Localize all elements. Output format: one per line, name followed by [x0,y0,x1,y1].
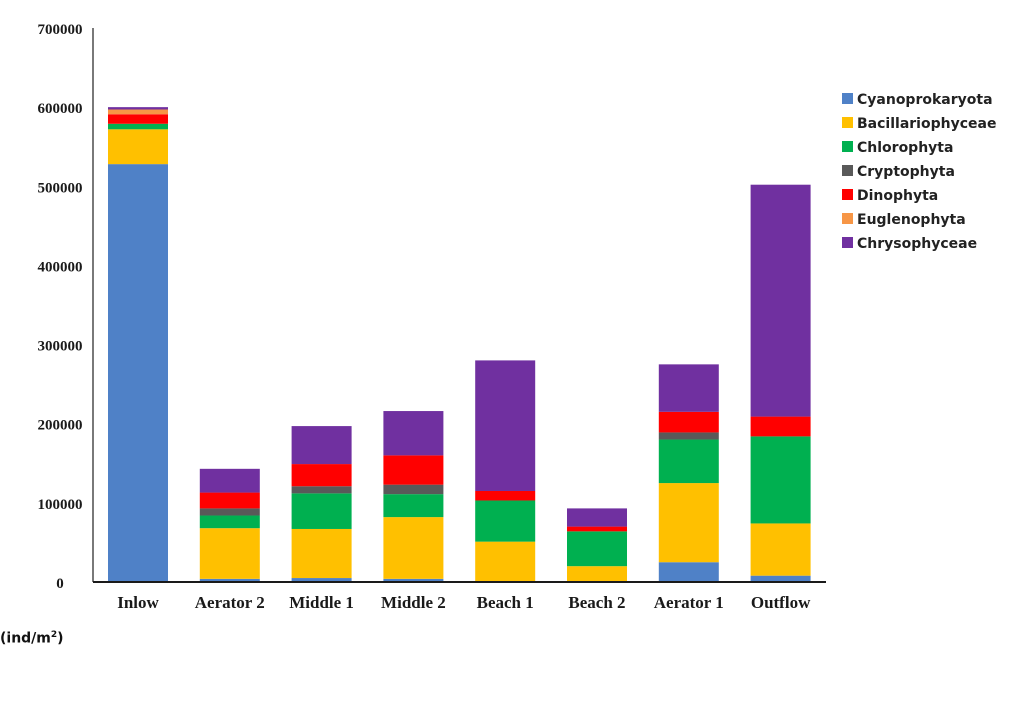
bar-segment [567,508,627,527]
bar-segment [108,107,168,110]
bar-segment [658,411,719,433]
bar-segment [383,484,444,495]
bar-segment [750,575,811,582]
bar-segment [108,123,168,130]
bar-segment [567,531,627,567]
bar-segment [475,490,536,501]
unit-label-text: (ind/m [0,630,51,647]
x-category-label: Middle 1 [289,593,354,612]
y-tick-label: 600000 [38,101,83,117]
bar-segment [291,578,352,582]
bar-segment [291,528,352,579]
legend-swatch [842,165,853,176]
x-category-label: Beach 2 [568,593,625,612]
bar-segment [658,439,719,484]
bar-segment [108,109,168,115]
legend: Cyanoprokaryota Bacillariophyceae Chloroph… [842,92,996,252]
legend-swatch [842,237,853,248]
bar-segment [658,364,719,412]
bar-segment [108,114,168,124]
bar-segment [199,508,260,516]
bar-segment [567,526,627,532]
unit-label: (ind/m2) [0,630,64,647]
legend-label: Chrysophyceae [857,236,977,252]
bar-segment [750,523,811,576]
legend-swatch [842,213,853,224]
bar-segment [658,483,719,563]
x-category-label: Inlow [117,593,159,612]
bar-segment [750,436,811,524]
bar-segment [291,464,352,487]
unit-label-close: ) [57,630,64,647]
y-tick-label: 100000 [38,497,83,513]
x-category-label: Beach 1 [477,593,534,612]
bar-segment [199,528,260,579]
legend-label: Chlorophyta [857,140,953,156]
legend-label: Cyanoprokaryota [857,92,993,108]
bar-segment [750,416,811,437]
bar-segment [291,486,352,494]
bar-segment [108,164,168,582]
bar-segment [475,541,536,582]
bars-layer [108,107,811,582]
bar-segment [567,566,627,582]
bar-segment [383,494,444,518]
legend-swatch [842,141,853,152]
bar-segment [475,500,536,542]
legend-label: Bacillariophyceae [857,116,996,132]
x-category-label: Middle 2 [381,593,446,612]
bar-segment [291,426,352,465]
legend-swatch [842,93,853,104]
bar-segment [383,455,444,485]
x-category-label: Aerator 2 [195,593,265,612]
x-category-label: Aerator 1 [654,593,724,612]
bar-segment [658,432,719,440]
y-tick-label: 500000 [38,180,83,196]
x-category-label: Outflow [751,593,811,612]
y-tick-label: 200000 [38,418,83,434]
legend-label: Cryptophyta [857,164,955,180]
bar-segment [658,562,719,582]
bar-segment [383,578,444,582]
bar-segment [199,468,260,493]
bar-segment [383,517,444,579]
legend-swatch [842,189,853,200]
bar-segment [291,493,352,529]
y-tick-labels: 0 100000 200000 300000 400000 500000 600000 700… [38,22,83,592]
bar-segment [383,411,444,456]
bar-segment [475,360,536,491]
unit-label-superscript: 2 [50,630,58,640]
y-tick-label: 400000 [38,259,83,275]
y-tick-label: 0 [56,576,64,592]
bar-segment [199,515,260,529]
bar-segment [750,184,811,417]
x-category-labels: Inlow Aerator 2 Middle 1 Middle 2 Beach 1 Bea… [117,593,811,612]
legend-swatch [842,117,853,128]
y-tick-label: 300000 [38,339,83,355]
legend-label: Dinophyta [857,188,938,204]
bar-segment [199,578,260,582]
bar-segment [199,492,260,509]
bar-segment [108,129,168,165]
y-tick-label: 700000 [38,22,83,38]
legend-label: Euglenophyta [857,212,966,228]
